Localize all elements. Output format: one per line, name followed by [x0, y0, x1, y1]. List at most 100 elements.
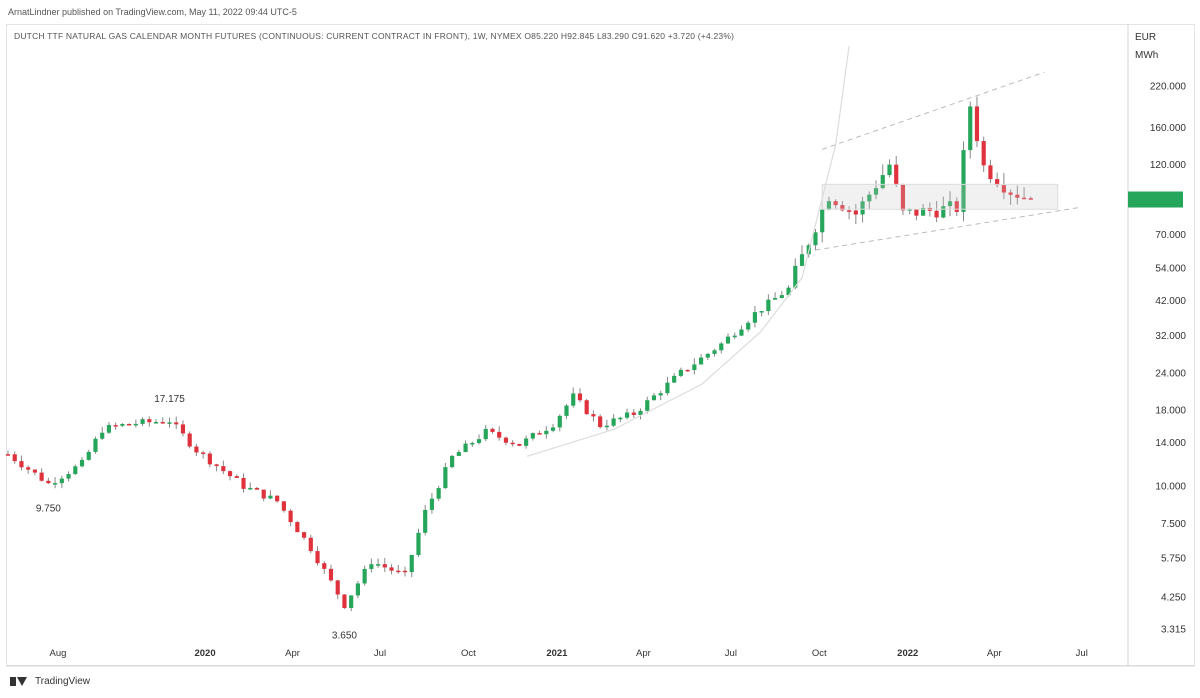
- candle-up[interactable]: [423, 509, 428, 533]
- candle-down[interactable]: [598, 416, 603, 428]
- candle-down[interactable]: [894, 164, 899, 185]
- candle-down[interactable]: [295, 522, 300, 533]
- candle-up[interactable]: [483, 428, 488, 440]
- tradingview-logo[interactable]: TradingView: [10, 676, 90, 687]
- candle-down[interactable]: [584, 400, 589, 415]
- candle-down[interactable]: [174, 422, 179, 425]
- candle-up[interactable]: [618, 417, 623, 420]
- candle-up[interactable]: [766, 299, 771, 312]
- candle-down[interactable]: [261, 489, 266, 499]
- candle-up[interactable]: [550, 427, 556, 431]
- candle-down[interactable]: [577, 393, 583, 401]
- candle-down[interactable]: [214, 464, 219, 467]
- candle-down[interactable]: [194, 446, 199, 453]
- candle-up[interactable]: [746, 322, 751, 330]
- candle-up[interactable]: [907, 209, 912, 211]
- candle-up[interactable]: [739, 329, 744, 336]
- candle-down[interactable]: [840, 205, 845, 211]
- candle-up[interactable]: [524, 438, 529, 446]
- candle-up[interactable]: [793, 265, 798, 288]
- candle-down[interactable]: [1028, 198, 1033, 200]
- candle-up[interactable]: [429, 498, 435, 510]
- candle-up[interactable]: [376, 564, 381, 566]
- candle-up[interactable]: [153, 422, 159, 424]
- candle-up[interactable]: [369, 564, 374, 569]
- candle-down[interactable]: [847, 210, 852, 212]
- candle-down[interactable]: [234, 476, 239, 478]
- candle-up[interactable]: [651, 395, 657, 401]
- candle-down[interactable]: [1008, 192, 1013, 195]
- candle-down[interactable]: [974, 106, 980, 142]
- candle-up[interactable]: [921, 208, 926, 216]
- candle-up[interactable]: [719, 343, 724, 351]
- candle-up[interactable]: [732, 335, 737, 338]
- candle-up[interactable]: [476, 439, 482, 443]
- candle-down[interactable]: [160, 422, 165, 424]
- candle-up[interactable]: [705, 353, 710, 358]
- candle-down[interactable]: [32, 469, 38, 473]
- candle-up[interactable]: [106, 425, 112, 433]
- candle-up[interactable]: [73, 466, 78, 475]
- candle-up[interactable]: [867, 194, 872, 202]
- candle-up[interactable]: [66, 474, 71, 479]
- candle-down[interactable]: [537, 433, 542, 435]
- candle-up[interactable]: [268, 495, 273, 499]
- candle-down[interactable]: [187, 433, 192, 447]
- candle-down[interactable]: [127, 423, 132, 426]
- candle-down[interactable]: [382, 564, 387, 568]
- candle-down[interactable]: [147, 419, 152, 423]
- candle-up[interactable]: [416, 532, 421, 556]
- candle-up[interactable]: [611, 418, 616, 426]
- candle-down[interactable]: [1021, 197, 1027, 200]
- candle-down[interactable]: [934, 210, 939, 218]
- candle-down[interactable]: [227, 471, 233, 477]
- candle-down[interactable]: [490, 428, 495, 432]
- candle-up[interactable]: [672, 375, 677, 383]
- candle-up[interactable]: [712, 350, 717, 354]
- candle-up[interactable]: [79, 459, 85, 467]
- candle-up[interactable]: [349, 595, 354, 609]
- candle-up[interactable]: [665, 382, 670, 394]
- candle-down[interactable]: [39, 472, 44, 481]
- candle-down[interactable]: [995, 179, 1000, 186]
- candle-down[interactable]: [328, 568, 334, 581]
- candle-down[interactable]: [685, 369, 690, 372]
- candle-down[interactable]: [12, 454, 17, 462]
- candle-up[interactable]: [470, 442, 475, 445]
- candle-down[interactable]: [335, 580, 340, 595]
- candle-down[interactable]: [26, 467, 31, 470]
- candle-up[interactable]: [355, 583, 360, 596]
- candle-up[interactable]: [638, 410, 643, 416]
- candle-down[interactable]: [221, 466, 226, 472]
- candle-up[interactable]: [887, 164, 892, 176]
- candle-up[interactable]: [362, 568, 367, 584]
- candle-up[interactable]: [571, 393, 576, 406]
- candle-down[interactable]: [1001, 185, 1006, 193]
- candle-down[interactable]: [308, 537, 313, 552]
- candle-down[interactable]: [113, 425, 118, 427]
- candle-up[interactable]: [544, 430, 549, 435]
- candle-up[interactable]: [557, 415, 562, 428]
- candle-up[interactable]: [752, 312, 757, 323]
- candle-down[interactable]: [288, 510, 293, 523]
- candle-down[interactable]: [241, 477, 246, 489]
- candle-up[interactable]: [947, 201, 953, 207]
- candle-up[interactable]: [860, 201, 865, 215]
- candle-up[interactable]: [456, 452, 461, 456]
- candle-down[interactable]: [503, 437, 509, 443]
- candle-up[interactable]: [759, 311, 764, 313]
- candle-down[interactable]: [180, 424, 186, 434]
- candle-down[interactable]: [396, 570, 401, 573]
- candle-up[interactable]: [530, 433, 535, 439]
- candle-down[interactable]: [900, 184, 906, 211]
- candle-up[interactable]: [773, 298, 778, 300]
- candle-up[interactable]: [59, 478, 64, 484]
- candle-up[interactable]: [873, 188, 879, 195]
- candle-up[interactable]: [799, 254, 805, 266]
- candle-down[interactable]: [833, 201, 838, 206]
- candle-up[interactable]: [248, 487, 253, 490]
- candle-down[interactable]: [914, 209, 919, 216]
- candle-down[interactable]: [315, 551, 320, 564]
- candle-up[interactable]: [100, 432, 105, 439]
